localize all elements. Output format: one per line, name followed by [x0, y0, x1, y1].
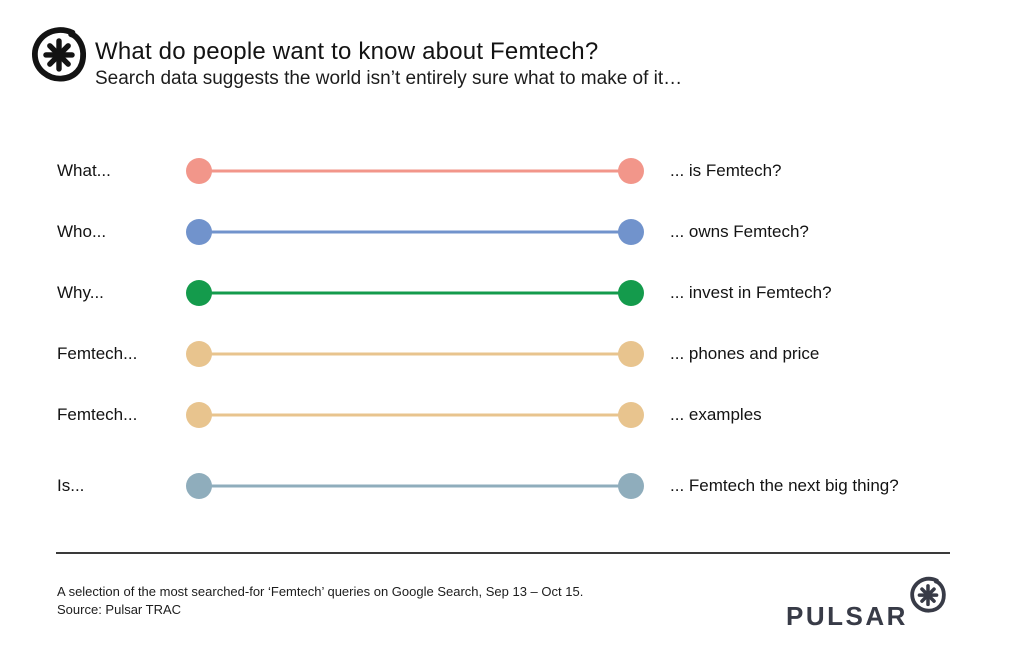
query-prefix-label: Femtech... — [57, 405, 138, 424]
query-prefix-label: Why... — [57, 283, 104, 302]
query-suffix-label: ... phones and price — [670, 344, 820, 363]
query-row: Femtech... ... phones and price — [0, 340, 1024, 368]
footer-divider — [56, 552, 950, 554]
query-row: Who... ... owns Femtech? — [0, 218, 1024, 246]
right-dot — [618, 402, 644, 428]
query-prefix-label: Is... — [57, 476, 85, 495]
query-row: Is... ... Femtech the next big thing? — [0, 472, 1024, 500]
footer-source: Source: Pulsar TRAC — [57, 602, 182, 617]
query-row: What... ... is Femtech? — [0, 157, 1024, 185]
footer-caption: A selection of the most searched-for ‘Fe… — [57, 584, 584, 599]
right-dot — [618, 158, 644, 184]
right-dot — [618, 219, 644, 245]
right-dot — [618, 473, 644, 499]
pulsar-wordmark: PULSAR — [786, 601, 908, 631]
query-prefix-label: What... — [57, 161, 111, 180]
query-suffix-label: ... invest in Femtech? — [670, 283, 832, 302]
connector-line — [199, 230, 631, 234]
connector-line — [199, 413, 631, 417]
query-prefix-label: Who... — [57, 222, 107, 241]
query-prefix-label: Femtech... — [57, 344, 138, 363]
query-row: Femtech... ... examples — [0, 401, 1024, 429]
query-row: Why... ... invest in Femtech? — [0, 279, 1024, 307]
right-dot — [618, 341, 644, 367]
query-suffix-label: ... examples — [670, 405, 762, 424]
connector-line — [199, 352, 631, 356]
query-suffix-label: ... is Femtech? — [670, 161, 782, 180]
connector-line — [199, 169, 631, 173]
pulsar-asterisk-logo-icon — [909, 576, 947, 618]
connector-line — [199, 291, 631, 295]
query-suffix-label: ... owns Femtech? — [670, 222, 809, 241]
connector-line — [199, 484, 631, 488]
pulsar-asterisk-logo-icon — [30, 26, 88, 87]
page-title: What do people want to know about Femtec… — [95, 38, 599, 65]
query-suffix-label: ... Femtech the next big thing? — [670, 476, 899, 495]
right-dot — [618, 280, 644, 306]
page-subtitle: Search data suggests the world isn’t ent… — [95, 68, 683, 89]
